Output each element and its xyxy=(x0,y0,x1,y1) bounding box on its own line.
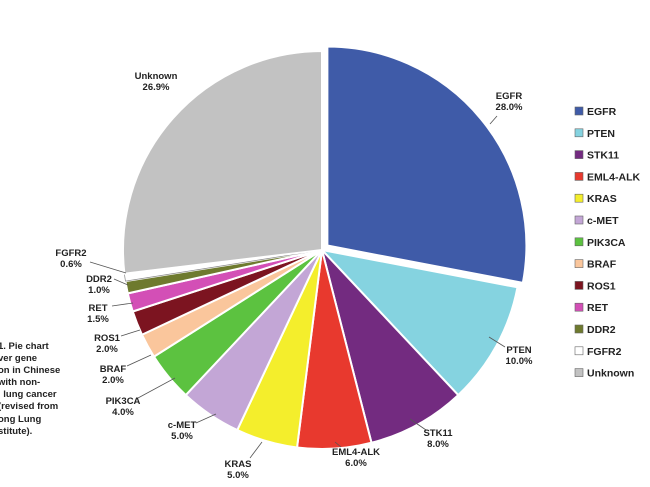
slice-label-value-kras: 5.0% xyxy=(227,470,249,481)
slice-label-value-egfr: 28.0% xyxy=(496,102,523,113)
slice-label-value-ddr2: 1.0% xyxy=(88,285,110,296)
legend-label-ros1: ROS1 xyxy=(587,280,616,292)
slice-label-name-pten: PTEN xyxy=(506,345,531,356)
legend-label-c-met: c-MET xyxy=(587,215,619,227)
leader-line-ret xyxy=(111,302,134,307)
legend-label-stk11: STK11 xyxy=(587,150,619,162)
legend-label-ddr2: DDR2 xyxy=(587,324,616,336)
leader-line-pten xyxy=(488,336,506,348)
legend-label-pten: PTEN xyxy=(587,128,615,140)
legend-label-ret: RET xyxy=(587,302,609,314)
legend-label-unknown: Unknown xyxy=(587,368,634,380)
slice-label-value-eml4-alk: 6.0% xyxy=(345,458,367,469)
slice-unknown xyxy=(122,49,323,275)
slice-label-name-egfr: EGFR xyxy=(496,91,523,102)
slice-label-name-ddr2: DDR2 xyxy=(86,274,112,285)
slice-label-name-c-met: c-MET xyxy=(168,420,197,431)
legend-label-fgfr2: FGFR2 xyxy=(587,346,622,358)
slice-label-name-fgfr2: FGFR2 xyxy=(55,248,86,259)
slice-label-name-unknown: Unknown xyxy=(135,71,178,82)
leader-line-c-met xyxy=(195,413,217,424)
legend-swatch-egfr xyxy=(574,106,584,116)
leader-line-fgfr2 xyxy=(89,261,127,274)
legend-swatch-stk11 xyxy=(574,150,584,159)
slice-label-name-pik3ca: PIK3CA xyxy=(106,396,141,407)
legend-label-eml4-alk: EML4-ALK xyxy=(587,171,640,183)
slice-label-name-ros1: ROS1 xyxy=(94,333,121,344)
legend-swatch-pik3ca xyxy=(574,237,584,247)
slice-label-value-braf: 2.0% xyxy=(102,375,124,386)
legend: EGFR PTEN STK11 EML4-ALK KRAS c-MET PIK3CA BRAF… xyxy=(574,106,640,380)
figure-caption: 1. Pie chart ver gene on in Chinese with… xyxy=(0,341,61,437)
slice-label-value-c-met: 5.0% xyxy=(171,431,193,442)
legend-swatch-c-met xyxy=(574,215,584,225)
legend-swatch-fgfr2 xyxy=(574,346,584,356)
slice-label-value-unknown: 26.9% xyxy=(143,82,170,93)
legend-swatch-ret xyxy=(574,302,584,312)
legend-swatch-pten xyxy=(574,128,584,138)
leader-line-ddr2 xyxy=(113,278,129,286)
legend-swatch-ros1 xyxy=(574,281,584,290)
legend-swatch-ddr2 xyxy=(574,324,584,334)
legend-label-pik3ca: PIK3CA xyxy=(587,237,626,249)
legend-swatch-unknown xyxy=(574,368,584,377)
slice-label-name-eml4-alk: EML4-ALK xyxy=(332,447,380,458)
slice-label-name-braf: BRAF xyxy=(100,364,127,375)
leader-line-egfr xyxy=(489,115,498,125)
leader-line-kras xyxy=(249,441,263,459)
slice-egfr xyxy=(326,45,528,284)
legend-label-braf: BRAF xyxy=(587,259,617,271)
leader-line-pik3ca xyxy=(137,377,176,399)
slice-label-value-pten: 10.0% xyxy=(506,356,533,367)
slice-label-value-ret: 1.5% xyxy=(87,314,109,325)
slice-label-name-kras: KRAS xyxy=(225,459,252,470)
leader-line-braf xyxy=(126,354,152,367)
legend-swatch-kras xyxy=(574,193,584,203)
leader-line-ros1 xyxy=(120,329,141,337)
slice-label-value-fgfr2: 0.6% xyxy=(60,259,82,270)
slice-label-name-ret: RET xyxy=(89,303,108,314)
slice-label-value-stk11: 8.0% xyxy=(427,439,449,450)
slice-pten xyxy=(319,248,519,397)
legend-label-kras: KRAS xyxy=(587,193,617,205)
pie-slices xyxy=(122,45,528,450)
slice-label-value-pik3ca: 4.0% xyxy=(112,407,134,418)
slice-label-name-stk11: STK11 xyxy=(423,428,453,439)
legend-label-egfr: EGFR xyxy=(587,106,617,118)
slice-label-value-ros1: 2.0% xyxy=(96,344,118,355)
legend-swatch-braf xyxy=(574,259,584,268)
leader-line-stk11 xyxy=(409,418,427,431)
legend-swatch-eml4-alk xyxy=(574,172,584,181)
leader-line-eml4-alk xyxy=(334,441,342,448)
